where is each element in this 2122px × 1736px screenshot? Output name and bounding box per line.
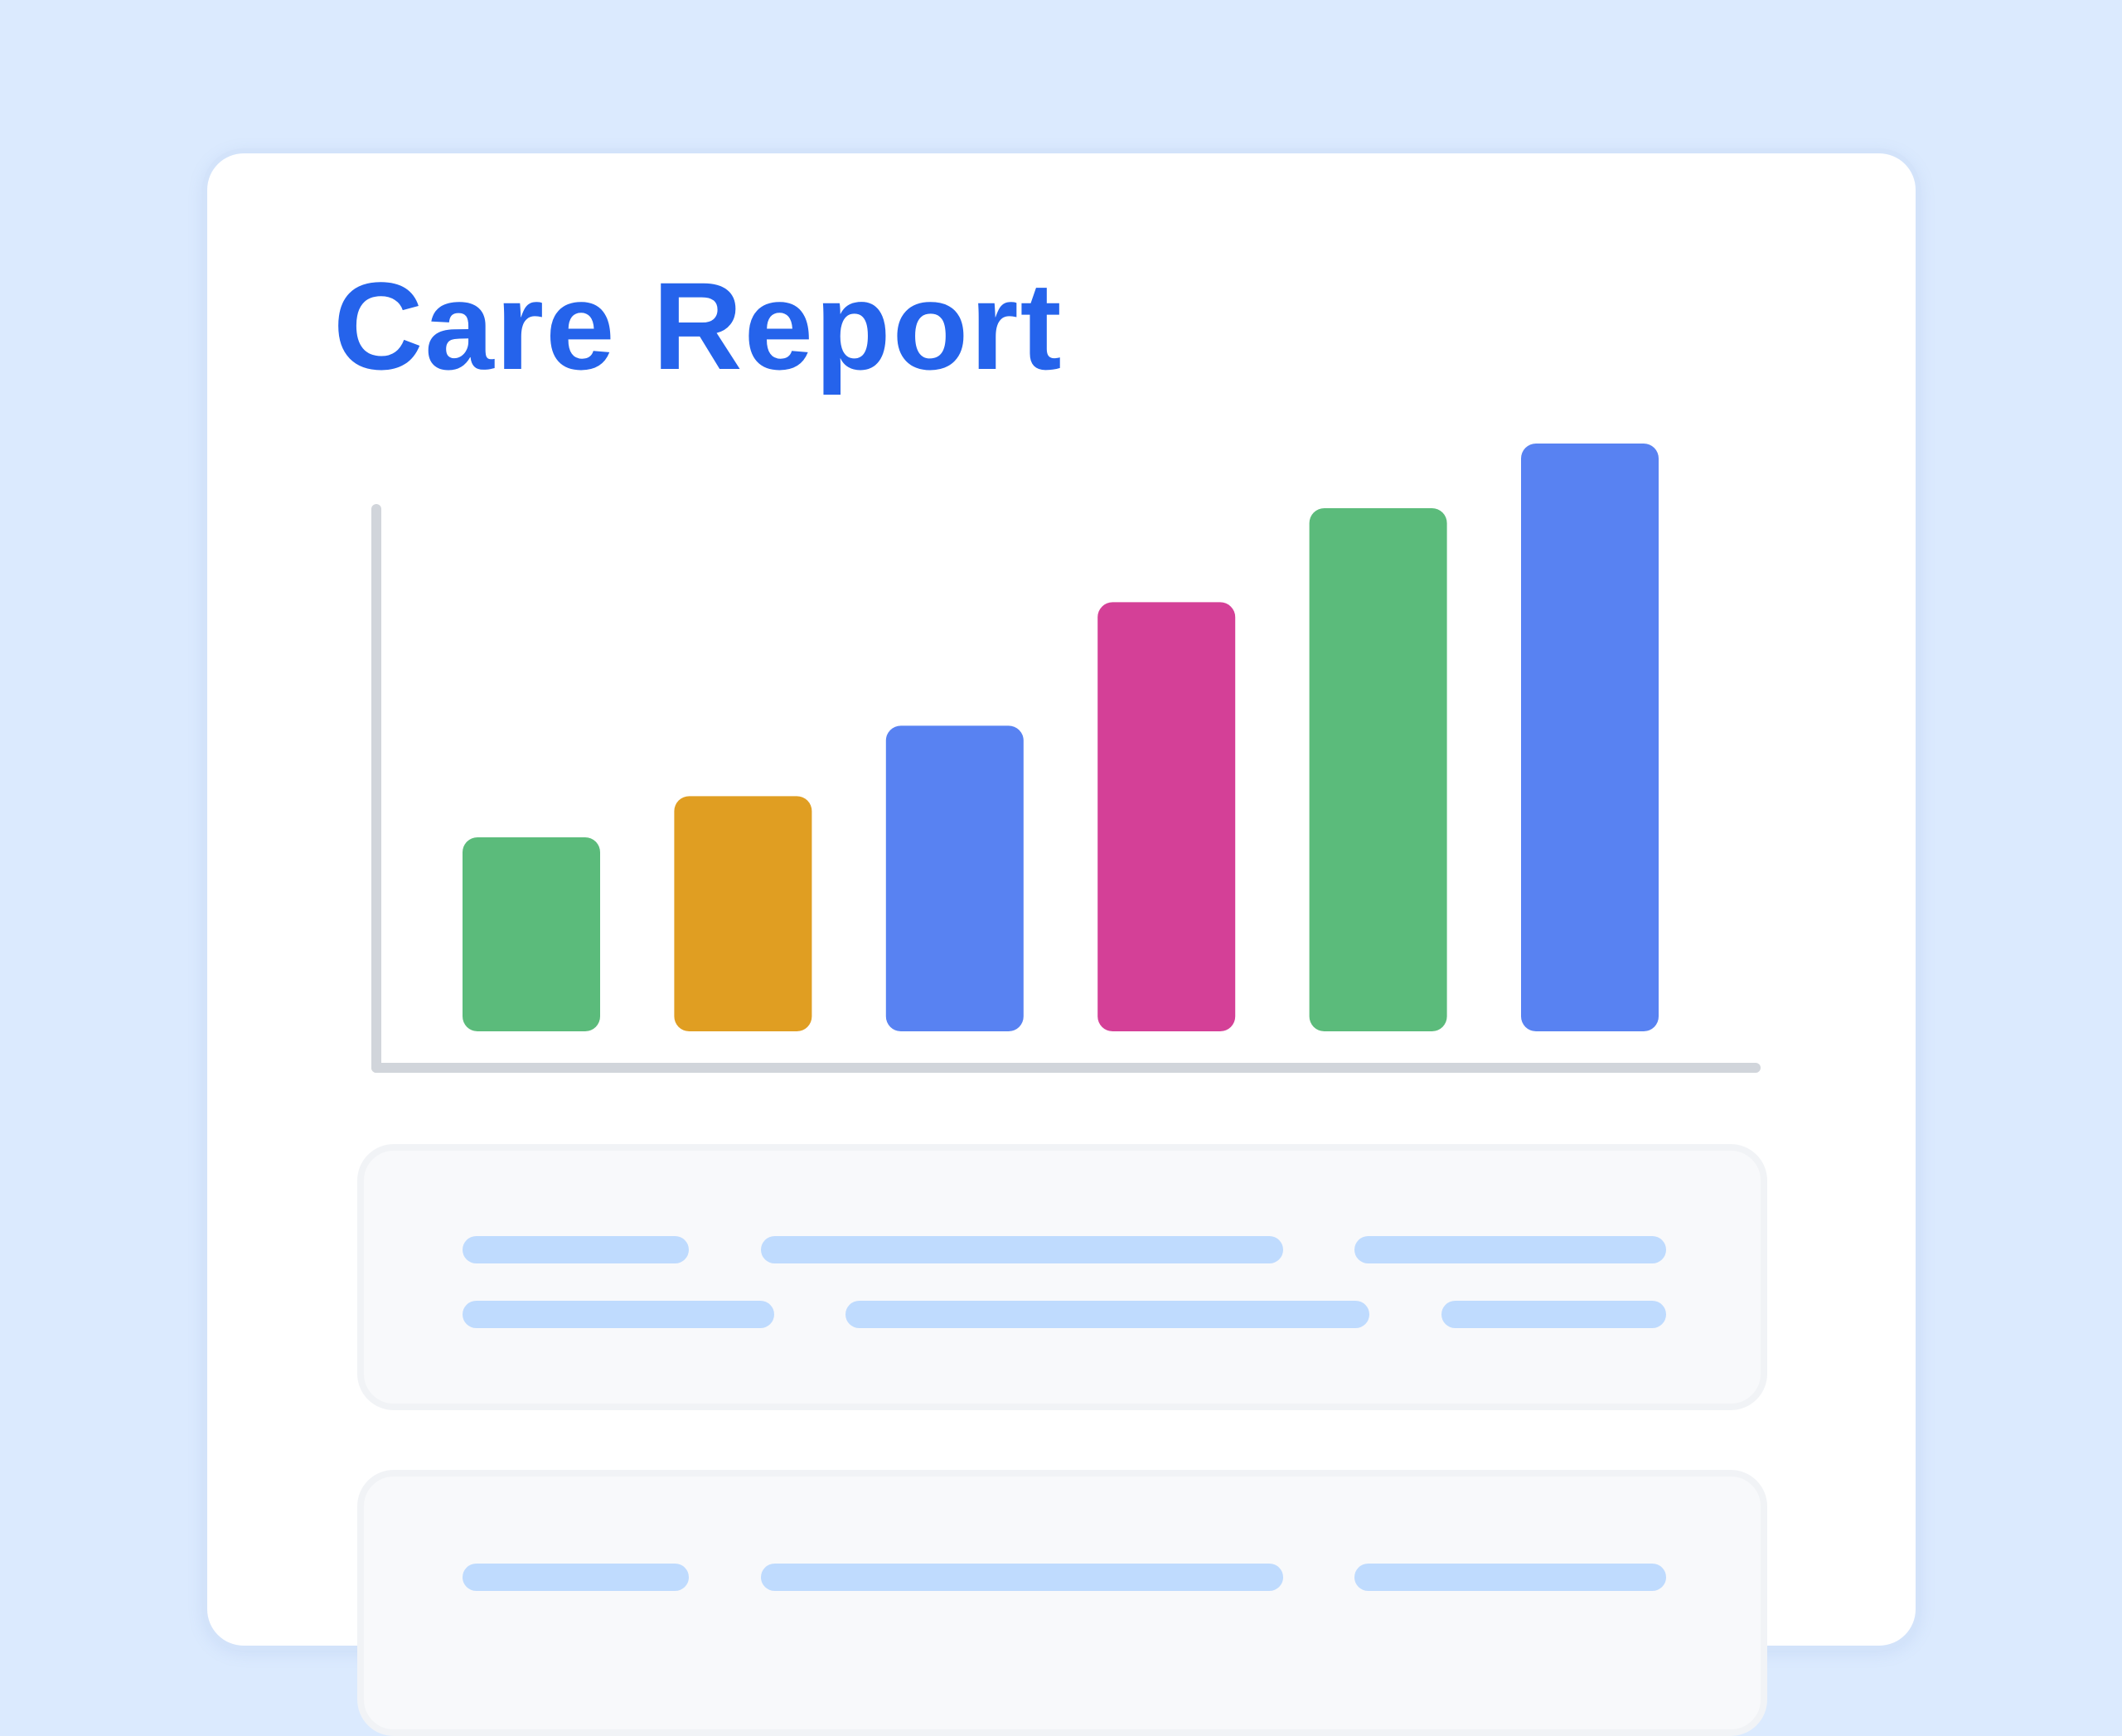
text-placeholder (463, 1564, 689, 1591)
text-placeholder (1354, 1564, 1666, 1591)
text-placeholder (463, 1301, 774, 1328)
text-placeholder (761, 1236, 1283, 1263)
bar-3 (885, 725, 1024, 1031)
bar-2 (674, 796, 812, 1031)
bar-5 (1309, 507, 1447, 1031)
bar-chart (371, 444, 1761, 1073)
bar-6 (1521, 444, 1659, 1031)
text-placeholder (463, 1236, 689, 1263)
text-placeholder (1354, 1236, 1666, 1263)
page-title: Care Report (333, 256, 1063, 395)
text-placeholder (761, 1564, 1283, 1591)
bar-1 (463, 837, 600, 1031)
text-placeholder (845, 1301, 1369, 1328)
summary-panel (357, 1144, 1767, 1410)
text-placeholder (1441, 1301, 1666, 1328)
summary-panel (357, 1470, 1767, 1736)
bar-4 (1097, 602, 1236, 1031)
